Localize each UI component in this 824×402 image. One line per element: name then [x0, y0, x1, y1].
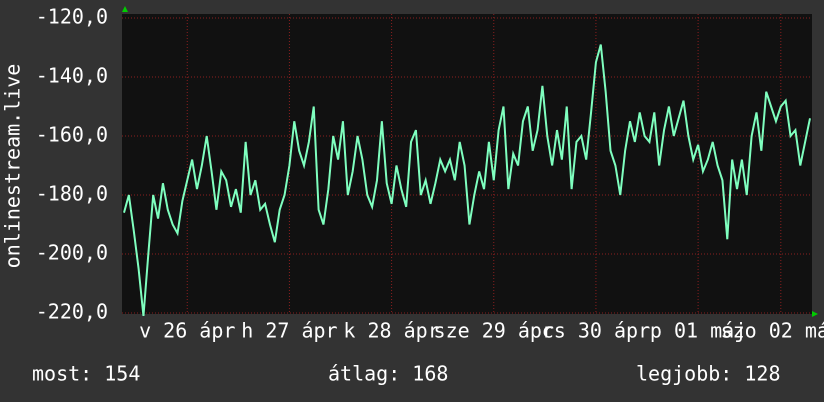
y-tick-label: -180,0	[36, 182, 108, 206]
x-tick-label: sze 29 ápr	[434, 319, 554, 343]
x-tick-label: v 26 ápr	[139, 319, 235, 343]
axis-arrow	[812, 311, 818, 317]
x-tick-label: szo 02 máj	[721, 319, 824, 343]
y-tick-label: -140,0	[36, 64, 108, 88]
footer-best: legjobb: 128	[636, 362, 781, 386]
x-tick-label: k 28 ápr	[343, 319, 439, 343]
x-tick-label: cs 30 ápr	[542, 319, 650, 343]
y-axis-label: onlinestream.live	[1, 64, 25, 269]
x-tick-label: p 01 máj	[650, 319, 746, 343]
plot-area	[122, 14, 812, 314]
footer-current: most: 154	[32, 362, 140, 386]
y-tick-label: -120,0	[36, 5, 108, 29]
data-line	[123, 44, 811, 317]
x-tick-label: h 27 ápr	[241, 319, 337, 343]
axis-arrow	[122, 6, 128, 12]
y-tick-label: -160,0	[36, 123, 108, 147]
y-tick-label: -220,0	[36, 300, 108, 324]
footer-average: átlag: 168	[328, 362, 448, 386]
y-tick-label: -200,0	[36, 241, 108, 265]
